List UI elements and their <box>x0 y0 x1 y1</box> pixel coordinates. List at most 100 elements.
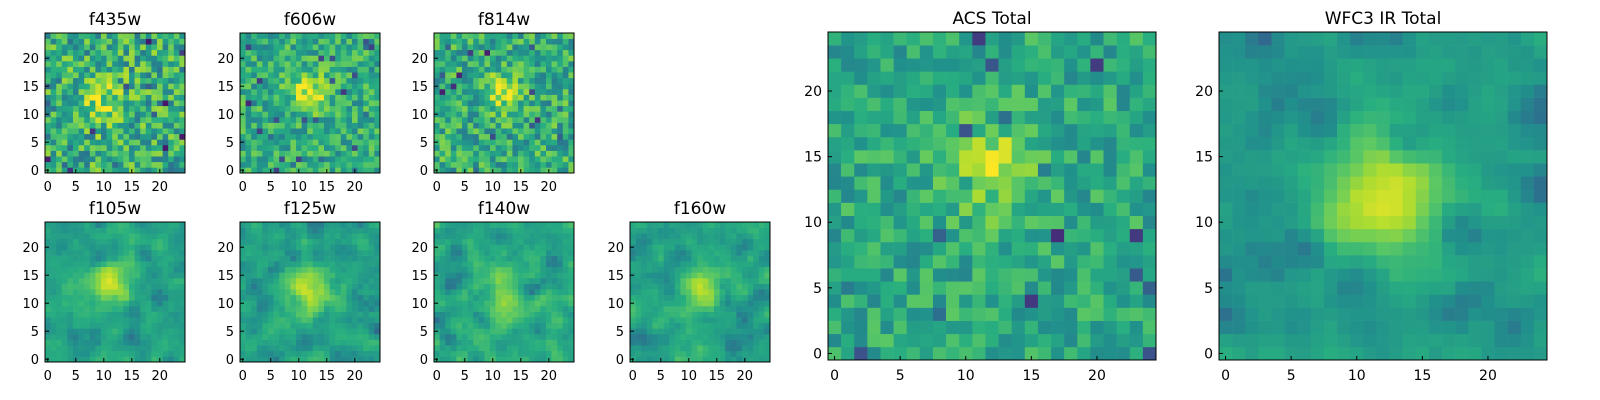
heatmap-cell <box>56 311 63 318</box>
heatmap-cell <box>307 294 314 301</box>
heatmap-cell <box>867 281 881 295</box>
heatmap-cell <box>450 139 457 146</box>
heatmap-cell <box>368 72 375 79</box>
heatmap-cell <box>301 128 308 135</box>
heatmap-cell <box>307 128 314 135</box>
heatmap-cell <box>742 289 748 296</box>
heatmap-cell <box>346 345 353 352</box>
heatmap-cell <box>568 49 575 56</box>
heatmap-cell <box>162 61 169 67</box>
heatmap-cell <box>67 266 74 273</box>
heatmap-cell <box>307 117 314 123</box>
heatmap-cell <box>318 66 325 73</box>
heatmap-cell <box>725 227 732 234</box>
heatmap-cell <box>658 244 664 251</box>
heatmap-cell <box>301 100 308 107</box>
heatmap-cell <box>1129 333 1144 348</box>
heatmap-cell <box>490 49 496 56</box>
heatmap-cell <box>329 111 336 118</box>
heatmap-cell <box>495 328 502 335</box>
heatmap-cell <box>450 44 457 51</box>
heatmap-cell <box>262 255 269 262</box>
heatmap-cell <box>240 311 246 318</box>
heatmap-cell <box>357 294 364 301</box>
heatmap-cell <box>691 345 698 352</box>
heatmap-cell <box>284 306 291 312</box>
heatmap-cell <box>357 345 364 352</box>
heatmap-cell <box>45 233 51 240</box>
heatmap-cell <box>540 317 547 324</box>
heatmap-cell <box>56 222 63 228</box>
heatmap-cell <box>106 266 113 273</box>
heatmap-cell <box>151 356 158 363</box>
heatmap-cell <box>434 311 440 318</box>
heatmap-cell <box>340 255 347 262</box>
heatmap-cell <box>646 306 653 312</box>
heatmap-cell <box>312 145 319 151</box>
x-tick-label: 10 <box>96 369 113 384</box>
heatmap-cell <box>828 241 842 256</box>
heatmap-cell <box>290 133 297 140</box>
heatmap-cell <box>45 100 51 107</box>
heatmap-cell <box>157 261 163 268</box>
heatmap-cell <box>568 289 575 296</box>
heatmap-cell <box>557 49 564 56</box>
heatmap-cell <box>123 128 130 135</box>
heatmap-cell <box>725 345 732 352</box>
heatmap-cell <box>78 77 85 84</box>
heatmap-cell <box>329 38 336 45</box>
heatmap-cell <box>363 117 370 123</box>
heatmap-cell <box>73 278 79 284</box>
panel-acs-total: ACS Total 0 5 10 15 20 0 5 10 15 20 <box>804 9 1157 384</box>
heatmap-cell <box>742 250 748 256</box>
heatmap-cell <box>702 266 709 273</box>
heatmap-cell <box>329 306 336 312</box>
heatmap-cell <box>112 272 119 279</box>
heatmap-cell <box>697 238 704 245</box>
heatmap-cell <box>145 38 152 45</box>
heatmap-cell <box>501 61 508 67</box>
heatmap-cell <box>112 117 119 123</box>
heatmap-cell <box>501 233 508 240</box>
heatmap-cell <box>473 61 480 67</box>
heatmap-cell <box>290 238 297 245</box>
heatmap-cell <box>134 266 141 273</box>
heatmap-cell <box>279 238 286 245</box>
heatmap-cell <box>506 311 513 318</box>
heatmap-cell <box>714 261 720 268</box>
heatmap-cell <box>473 150 480 157</box>
heatmap-cell <box>478 33 485 39</box>
heatmap-cell <box>697 350 704 357</box>
heatmap-cell <box>340 145 347 151</box>
heatmap-cell <box>529 227 536 234</box>
heatmap-cell <box>363 77 370 84</box>
heatmap-cell <box>352 350 358 357</box>
heatmap-cell <box>324 322 330 329</box>
heatmap-cell <box>78 339 85 346</box>
heatmap-cell <box>61 55 68 62</box>
heatmap-cell <box>140 94 147 101</box>
heatmap-cell <box>867 176 881 190</box>
heatmap-cell <box>719 356 726 363</box>
heatmap-cell <box>262 261 269 268</box>
heatmap-cell <box>374 261 381 268</box>
heatmap-cell <box>73 238 79 245</box>
heatmap-cell <box>1142 176 1157 190</box>
heatmap-cell <box>462 77 468 84</box>
heatmap-cell <box>501 122 508 129</box>
heatmap-cell <box>854 307 868 321</box>
heatmap-cell <box>301 227 308 234</box>
y-tick-label: 20 <box>411 52 428 67</box>
heatmap-cell <box>445 255 452 262</box>
heatmap-cell <box>551 238 558 245</box>
heatmap-cell <box>919 215 934 230</box>
heatmap-cell <box>473 306 480 312</box>
heatmap-cell <box>919 268 934 282</box>
heatmap-cell <box>284 167 291 174</box>
heatmap-cell <box>919 189 934 203</box>
heatmap-cell <box>179 345 186 352</box>
heatmap-cell <box>45 250 51 256</box>
heatmap-cell <box>546 145 552 151</box>
heatmap-cell <box>335 89 342 95</box>
heatmap-cell <box>719 350 726 357</box>
